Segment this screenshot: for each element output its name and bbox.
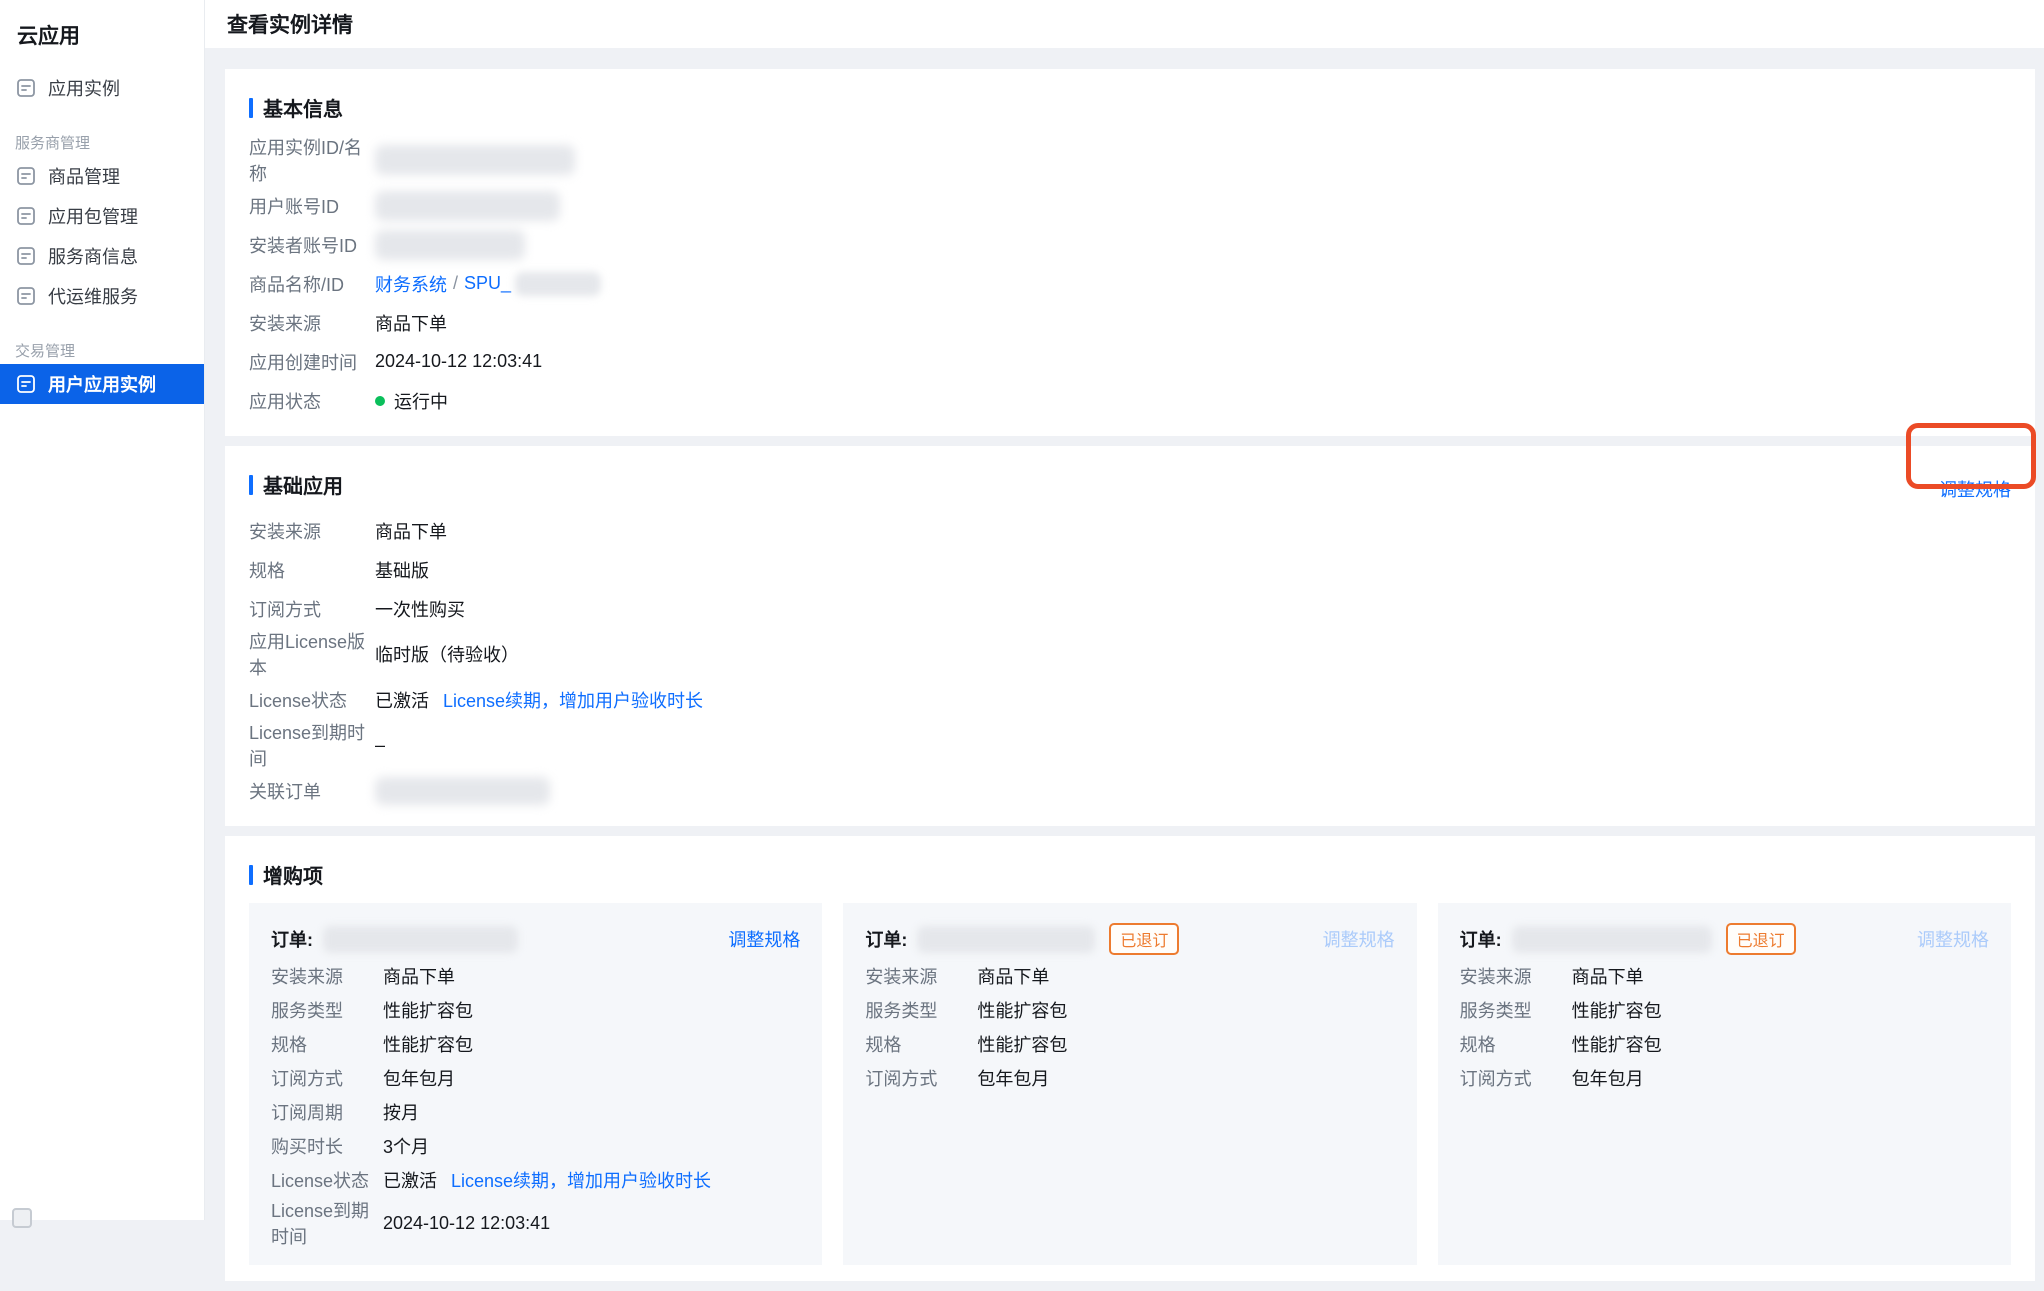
adjust-spec-link-disabled: 调整规格 <box>1322 930 1395 950</box>
document-icon <box>15 373 37 395</box>
card-row: 安装来源 商品下单 <box>271 967 455 987</box>
adjust-spec-button[interactable]: 调整规格 <box>1939 480 2011 500</box>
card-row: 订阅方式 包年包月 <box>271 1069 455 1089</box>
card-row: 订阅方式 包年包月 <box>865 1069 1050 1089</box>
base-app-panel: 基础应用 调整规格 安装来源 商品下单 规格 基础版 订阅方式 一次性购买 应用… <box>225 446 2035 826</box>
info-row: 应用实例ID/名称 <box>249 134 2011 186</box>
redacted-order-id <box>1511 925 1712 953</box>
card-row: 规格 性能扩容包 <box>271 1035 473 1055</box>
app-title: 云应用 <box>17 25 80 48</box>
adjust-spec-link-disabled: 调整规格 <box>1916 930 1989 950</box>
document-icon <box>15 77 37 99</box>
info-row: 用户账号ID <box>249 186 2011 225</box>
info-row: License到期时间 – <box>249 723 386 769</box>
sidebar-item-user-app-instance[interactable]: 用户应用实例 <box>0 364 204 404</box>
page-header: 查看实例详情 <box>205 0 2044 48</box>
unsubscribed-badge: 已退订 <box>1109 923 1180 955</box>
document-icon <box>15 165 37 187</box>
card-row: 规格 性能扩容包 <box>1459 1035 1662 1055</box>
page-title: 查看实例详情 <box>227 14 353 37</box>
info-row: 应用创建时间 2024-10-12 12:03:41 <box>249 351 543 373</box>
license-renew-link[interactable]: License续期，增加用户验收时长 <box>451 1171 712 1191</box>
card-row: License到期时间 2024-10-12 12:03:41 <box>271 1201 551 1247</box>
sidebar-item-label: 应用包管理 <box>48 207 138 227</box>
sidebar-item-label: 服务商信息 <box>48 247 138 267</box>
info-row: 商品名称/ID 财务系统 / SPU_ <box>249 264 2011 303</box>
order-label: 订单: <box>1459 930 1502 950</box>
card-header: 订单: 已退订 调整规格 <box>865 919 1395 959</box>
sidebar: 云应用 应用实例 服务商管理 商品管理 应用包管理 服务商信息 代运维服务 交易… <box>0 0 205 1228</box>
card-row: 订阅周期 按月 <box>271 1103 419 1123</box>
card-header: 订单: 已退订 调整规格 <box>1460 919 1989 959</box>
card-row: 安装来源 商品下单 <box>1459 967 1644 987</box>
addon-card-3: 订单: 已退订 调整规格 安装来源 商品下单 服务类型 性能扩容包 规格 <box>1437 903 2011 1265</box>
basic-info-panel: 基本信息 应用实例ID/名称 用户账号ID 安装者账号ID 商品名称/ID 财务… <box>225 69 2035 436</box>
card-row: 服务类型 性能扩容包 <box>1459 1001 1662 1021</box>
partial-document-icon <box>12 1208 32 1228</box>
sidebar-item-product-mgmt[interactable]: 商品管理 <box>0 156 204 196</box>
separator: / <box>453 273 459 293</box>
title-accent-bar <box>249 97 253 118</box>
product-id-link[interactable]: SPU_ <box>464 273 512 293</box>
status-text: 运行中 <box>394 391 448 412</box>
redacted-value <box>375 776 550 805</box>
redacted-value <box>375 190 560 221</box>
addon-card-2: 订单: 已退订 调整规格 安装来源 商品下单 服务类型 性能扩容包 规格 <box>843 903 1417 1265</box>
redacted-order-id <box>323 925 518 953</box>
license-renew-link[interactable]: License续期，增加用户验收时长 <box>443 690 704 711</box>
card-row: 服务类型 性能扩容包 <box>865 1001 1068 1021</box>
redacted-value <box>375 145 575 175</box>
sidebar-item-provider-info[interactable]: 服务商信息 <box>0 236 204 276</box>
document-icon <box>15 245 37 267</box>
sidebar-item-label: 商品管理 <box>48 167 120 187</box>
card-row: 规格 性能扩容包 <box>865 1035 1068 1055</box>
info-row: 关联订单 <box>249 771 2011 810</box>
order-label: 订单: <box>271 930 313 950</box>
sidebar-group-provider: 服务商管理 <box>15 135 91 152</box>
adjust-spec-link[interactable]: 调整规格 <box>728 930 801 950</box>
card-header: 订单: 调整规格 <box>271 919 800 959</box>
addon-cards: 订单: 调整规格 安装来源 商品下单 服务类型 性能扩容包 规格 性能扩容 <box>249 903 2011 1265</box>
sidebar-item-label: 代运维服务 <box>48 287 138 307</box>
sidebar-item-app-package-mgmt[interactable]: 应用包管理 <box>0 196 204 236</box>
addons-panel: 增购项 订单: 调整规格 安装来源 商品下单 服务类型 <box>225 836 2035 1281</box>
document-icon <box>15 205 37 227</box>
sidebar-group-trade: 交易管理 <box>15 343 76 360</box>
sidebar-item-app-instance[interactable]: 应用实例 <box>0 68 204 108</box>
order-label: 订单: <box>865 930 908 950</box>
section-title-base-app: 基础应用 <box>249 470 2011 499</box>
card-row: License状态 已激活 License续期，增加用户验收时长 <box>271 1163 800 1197</box>
info-row: 安装者账号ID <box>249 225 2011 264</box>
sidebar-item-label: 应用实例 <box>48 79 120 99</box>
product-name-link[interactable]: 财务系统 <box>375 274 447 295</box>
title-accent-bar <box>249 864 253 885</box>
info-row: 安装来源 商品下单 <box>249 313 447 334</box>
card-row: 订阅方式 包年包月 <box>1459 1069 1644 1089</box>
document-icon <box>15 285 37 307</box>
section-title-basic-info: 基本信息 <box>249 93 2011 122</box>
sidebar-item-label: 用户应用实例 <box>48 375 156 395</box>
addon-card-1: 订单: 调整规格 安装来源 商品下单 服务类型 性能扩容包 规格 性能扩容 <box>249 903 823 1265</box>
redacted-value <box>375 229 525 260</box>
info-row: 规格 基础版 <box>249 560 429 581</box>
section-title-addons: 增购项 <box>249 860 2011 889</box>
content-area: 基本信息 应用实例ID/名称 用户账号ID 安装者账号ID 商品名称/ID 财务… <box>205 48 2044 1291</box>
info-row: 订阅方式 一次性购买 <box>249 599 465 620</box>
info-row: 安装来源 商品下单 <box>249 521 447 542</box>
title-accent-bar <box>249 474 253 495</box>
unsubscribed-badge: 已退订 <box>1725 923 1796 955</box>
sidebar-item-ops-service[interactable]: 代运维服务 <box>0 276 204 316</box>
redacted-value <box>515 271 602 296</box>
info-row: 应用License版本 临时版（待验收） <box>249 632 519 678</box>
card-row: 购买时长 3个月 <box>271 1137 430 1157</box>
card-row: 安装来源 商品下单 <box>865 967 1050 987</box>
card-row: 服务类型 性能扩容包 <box>271 1001 473 1021</box>
redacted-order-id <box>917 925 1096 953</box>
info-row: 应用状态 运行中 <box>249 381 2011 420</box>
info-row: License状态 已激活 License续期，增加用户验收时长 <box>249 680 2011 719</box>
main-column: 查看实例详情 基本信息 应用实例ID/名称 用户账号ID 安装者账号ID 商品名… <box>205 0 2044 1281</box>
running-status-dot <box>375 395 385 406</box>
